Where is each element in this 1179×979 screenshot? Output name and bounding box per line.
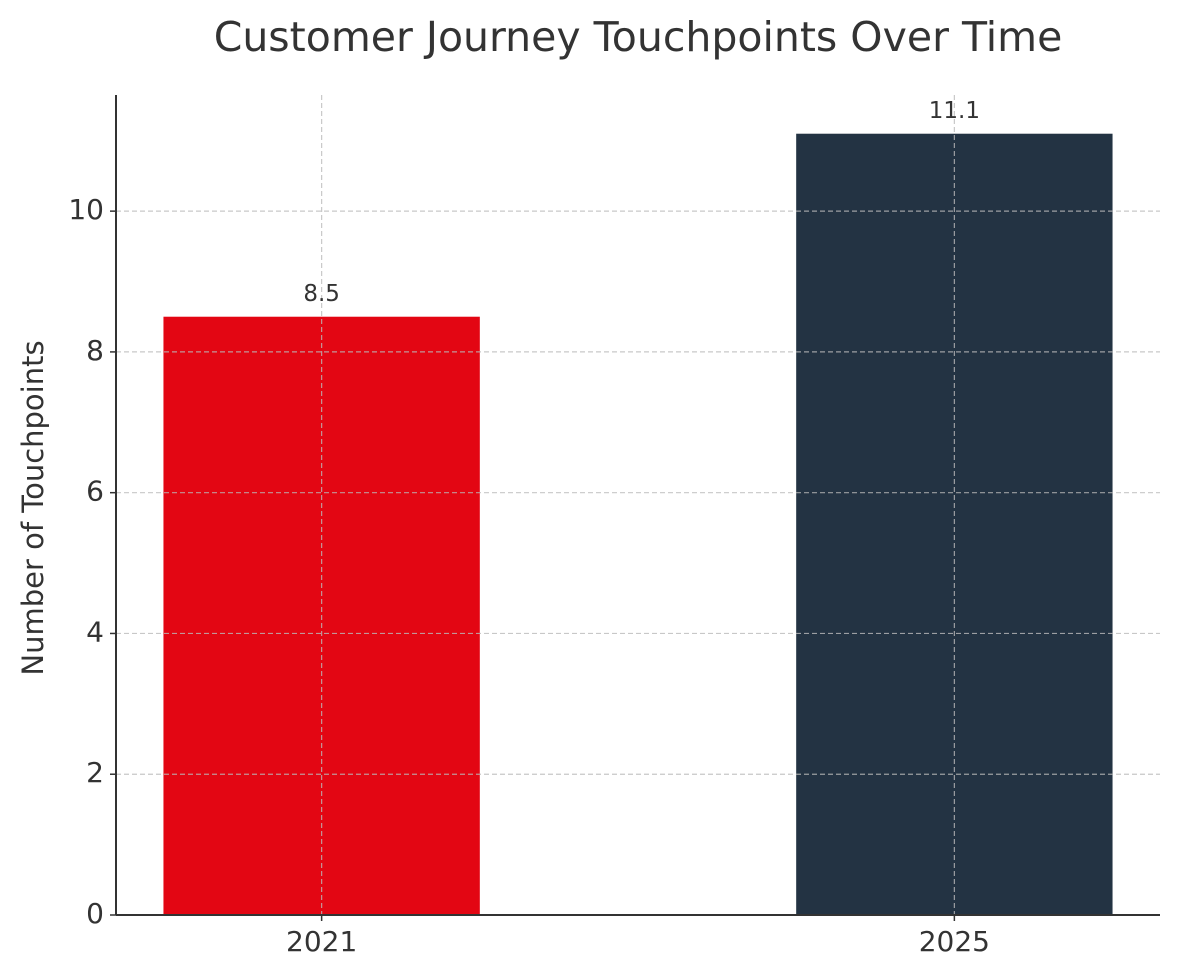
y-tick-label: 0 [86,897,104,930]
value-label: 11.1 [929,98,980,124]
y-tick-label: 10 [68,193,104,226]
y-tick-label: 8 [86,334,104,367]
value-label: 8.5 [303,281,340,307]
y-tick-label: 6 [86,475,104,508]
chart-title: Customer Journey Touchpoints Over Time [214,13,1063,61]
y-tick-label: 4 [86,615,104,648]
x-tick-label: 2025 [919,925,990,958]
y-axis-label: Number of Touchpoints [16,340,50,675]
y-tick-label: 2 [86,756,104,789]
x-tick-label: 2021 [286,925,357,958]
